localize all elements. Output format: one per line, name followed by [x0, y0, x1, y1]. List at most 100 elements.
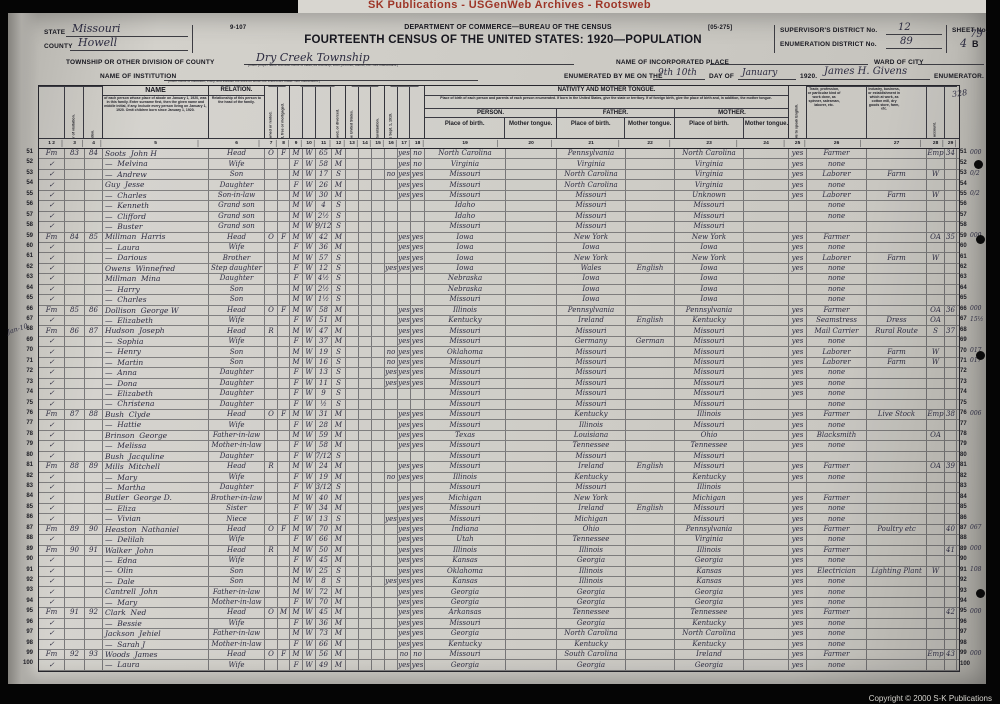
cell — [85, 535, 103, 545]
person-place-of-birth-label: Place of birth. — [425, 118, 506, 138]
cell: Illinois — [675, 409, 744, 420]
cell — [385, 149, 398, 159]
cell — [278, 316, 290, 326]
cell — [626, 618, 675, 629]
cell: Missouri — [557, 368, 626, 378]
line-number: 73 — [26, 378, 33, 385]
cell: W — [303, 159, 316, 169]
cell: Millman Mina — [103, 274, 209, 284]
cell: yes — [411, 347, 425, 357]
cell — [265, 618, 278, 629]
cell: yes — [398, 462, 411, 472]
col-school-label: Attended school any time since Sept. 1, … — [389, 113, 393, 138]
cell — [927, 295, 945, 305]
watermark: SK Publications - USGenWeb Archives - Ro… — [368, 0, 652, 11]
cell: O — [265, 149, 278, 159]
column-numbers-row: 1 2 3 4 5 6 7 8 9 10 11 12 13 14 15 16 17 18 19 20 21 22 23 24… — [39, 138, 959, 148]
cell: Laborer — [807, 169, 867, 180]
column-number: 7 — [266, 139, 277, 148]
column-number: 23 — [682, 139, 738, 148]
cell: M — [290, 326, 303, 336]
cell — [346, 545, 359, 556]
cell: ✓ — [39, 169, 65, 180]
line-number-and-margin: 60 — [960, 243, 967, 250]
cell — [278, 211, 290, 222]
cell — [65, 535, 85, 545]
cell: yes — [789, 378, 807, 389]
cell: Missouri — [425, 483, 506, 493]
cell: yes — [411, 462, 425, 472]
cell: yes — [398, 305, 411, 315]
cell: — Delilah — [103, 535, 209, 545]
cell: ✓ — [39, 535, 65, 545]
cell: Missouri — [675, 336, 744, 347]
cell — [346, 451, 359, 462]
table-row: ✓ — Buster Grand son M W 9/12 S Missouri Missour… — [39, 222, 959, 233]
column-number: 20 — [511, 139, 552, 148]
cell: Head — [209, 608, 265, 618]
cell — [372, 556, 385, 566]
cell — [265, 587, 278, 597]
cell: 41 — [945, 545, 957, 556]
cell: yes — [789, 316, 807, 326]
cell: Laborer — [807, 253, 867, 263]
cell: W — [303, 503, 316, 514]
cell: Wife — [209, 472, 265, 482]
cell — [506, 389, 557, 399]
cell — [385, 389, 398, 399]
enumeration-district-label: ENUMERATION DISTRICT No. — [780, 41, 877, 48]
cell: North Carolina — [557, 169, 626, 180]
line-number-and-margin: 56 — [960, 201, 967, 208]
cell: M — [332, 639, 346, 649]
cell: W — [303, 336, 316, 347]
line-number-and-margin: 65 — [960, 295, 967, 302]
cell — [346, 232, 359, 242]
cell: W — [303, 180, 316, 190]
cell — [372, 524, 385, 535]
cell: Ohio — [675, 430, 744, 441]
cell — [278, 180, 290, 190]
line-number: 98 — [26, 639, 33, 646]
township-note: (Insert proper name and also name of cla… — [248, 64, 399, 68]
line-number: 55 — [26, 190, 33, 197]
cell: yes — [411, 441, 425, 451]
cell — [346, 472, 359, 482]
cell: 91 — [65, 608, 85, 618]
cell: M — [332, 336, 346, 347]
line-number-and-margin: 70 017 — [960, 347, 982, 355]
cell — [744, 503, 789, 514]
cell — [506, 190, 557, 201]
cell: Georgia — [675, 587, 744, 597]
cell: Fm — [39, 326, 65, 336]
line-numbers-left: 51 52 53 54 55 56 57 58 59 60 61 62 63 64 65 66 67 68 69 70… — [10, 147, 36, 669]
cell: yes — [385, 378, 398, 389]
cell: Iowa — [675, 284, 744, 295]
column-number: 14 — [360, 139, 371, 148]
line-number: 94 — [26, 597, 33, 604]
cell — [626, 232, 675, 242]
table-row: ✓ — Martha Daughter F W 3/12 S Missouri Missouri… — [39, 483, 959, 494]
line-number: 88 — [26, 535, 33, 542]
cell: none — [807, 660, 867, 670]
cell — [346, 201, 359, 211]
cell — [789, 451, 807, 462]
cell — [385, 232, 398, 242]
cell — [744, 608, 789, 618]
cell: yes — [789, 472, 807, 482]
cell: yes — [789, 232, 807, 242]
cell — [789, 201, 807, 211]
cell — [372, 347, 385, 357]
col-race-label: Color or race. — [307, 109, 311, 138]
cell: Sister — [209, 503, 265, 514]
cell: Missouri — [557, 211, 626, 222]
cell: English — [626, 316, 675, 326]
cell — [265, 274, 278, 284]
cell: Missouri — [675, 451, 744, 462]
cell — [85, 503, 103, 514]
father-mother-tongue-label: Mother tongue. — [628, 121, 672, 127]
cell: M — [332, 650, 346, 660]
cell: ✓ — [39, 274, 65, 284]
cell — [927, 587, 945, 597]
cell — [506, 211, 557, 222]
